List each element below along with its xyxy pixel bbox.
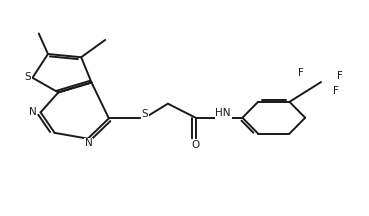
Text: HN: HN (215, 108, 231, 118)
Text: F: F (333, 86, 339, 96)
Text: S: S (24, 72, 31, 82)
Text: O: O (192, 140, 200, 150)
Text: S: S (142, 109, 148, 119)
Text: F: F (337, 71, 342, 81)
Text: N: N (28, 107, 37, 117)
Text: N: N (85, 138, 93, 148)
Text: F: F (298, 68, 304, 78)
